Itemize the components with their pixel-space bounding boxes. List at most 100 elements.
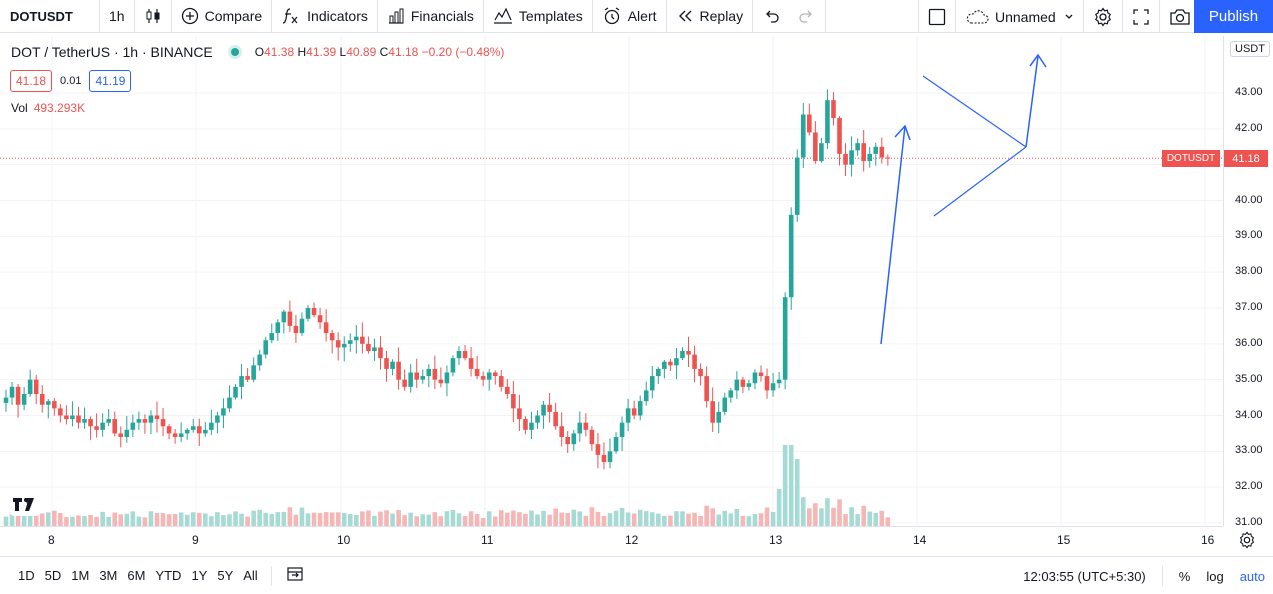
range-5d[interactable]: 5D [44,568,62,583]
volume-bar [770,511,776,526]
candle-body [788,214,794,298]
volume-bar [819,508,824,526]
percent-toggle[interactable]: % [1178,568,1191,584]
plus-circle-icon [181,7,198,25]
candle-body [378,347,383,359]
price-axis[interactable]: USDT 43.0042.0041.0040.0039.0038.0037.00… [1223,36,1273,528]
candle-body [758,372,764,377]
range-5y[interactable]: 5Y [217,568,234,583]
candle-body [311,308,317,316]
volume-bar [402,515,407,526]
candle-body [64,415,69,420]
volume-bar [462,516,468,526]
arrow-head [894,124,911,141]
layout-name-button[interactable]: Unnamed [956,0,1084,33]
legend-title[interactable]: DOT / TetherUS · 1h · BINANCE [11,44,213,60]
candle-body [867,153,873,162]
camera-icon [1170,8,1190,25]
settings-button[interactable] [1084,0,1123,33]
candle-body [27,379,33,394]
candle-body [136,419,142,423]
range-3m[interactable]: 3M [99,568,118,583]
candle-body [746,383,752,387]
volume-bar [662,515,667,526]
candle-body [239,376,244,387]
trend-arrow [880,125,906,345]
volume-bar [88,514,93,526]
indicators-button[interactable]: Indicators [272,0,378,33]
candle-body [39,394,45,405]
auto-toggle[interactable]: auto [1239,568,1265,584]
redo-button[interactable] [789,0,827,33]
sell-button[interactable]: 41.18 [10,70,53,92]
range-all[interactable]: All [243,568,258,583]
interval-button[interactable]: 1h [100,0,135,33]
volume-bar [565,512,571,526]
candle-body [52,401,57,409]
range-6m[interactable]: 6M [127,568,146,583]
volume-bar [311,512,317,526]
log-toggle[interactable]: log [1206,568,1224,584]
volume-bar [45,512,51,526]
candle-body [130,422,136,430]
candle-body [468,358,474,369]
replay-label: Replay [699,8,744,24]
volume-bar [625,512,631,526]
volume-bar [317,513,323,526]
fullscreen-button[interactable] [1123,0,1160,33]
financials-button[interactable]: Financials [378,0,484,33]
tradingview-logo[interactable] [10,492,40,516]
chart-type-button[interactable] [135,0,172,33]
candle-body [9,386,15,398]
layout-button[interactable] [918,0,956,33]
snapshot-button[interactable] [1160,0,1200,33]
candle-body [408,372,413,387]
compare-button[interactable]: Compare [172,0,273,33]
volume-bar [100,511,105,526]
goto-date-button[interactable] [280,566,310,585]
candle-body [414,372,420,380]
time-axis[interactable]: 8 9 10 11 12 13 14 15 16 [0,526,1223,554]
divider [1161,566,1163,586]
candle-body [710,401,715,423]
candle-body [317,315,323,323]
drawings[interactable] [880,53,1047,345]
candle-body [402,379,407,387]
volume-bar [136,516,142,526]
volume-legend[interactable]: Vol 493.293K [11,101,85,115]
volume-bar [517,512,522,526]
tradingview-logo-icon [13,498,34,511]
candle-body [76,415,81,423]
candle-body [825,100,830,144]
candle-body [275,322,281,334]
candle-body [782,297,788,380]
undo-button[interactable] [753,0,789,33]
volume-bar [782,445,788,526]
volume-bar [293,514,299,526]
candle-body [637,401,643,416]
candle-body [269,333,275,341]
price-tick: 35.00 [1235,372,1263,385]
price-chart[interactable] [0,36,1223,526]
range-ytd[interactable]: YTD [155,568,182,583]
currency-unit-button[interactable]: USDT [1230,41,1270,57]
gear-icon [1094,6,1111,27]
divider [270,565,272,586]
alert-button[interactable]: Alert [593,0,667,33]
clock-timezone[interactable]: 12:03:55 (UTC+5:30) [1023,568,1146,584]
volume-bar [203,513,208,526]
volume-bar [281,511,287,526]
chart-settings-button[interactable] [1238,531,1256,552]
range-1d[interactable]: 1D [18,568,35,583]
templates-button[interactable]: Templates [484,0,593,33]
symbol-search[interactable]: DOTUSDT [0,0,100,33]
replay-button[interactable]: Replay [667,0,754,33]
buy-button[interactable]: 41.19 [89,70,132,92]
candle-body [770,383,776,391]
range-1y[interactable]: 1Y [191,568,208,583]
range-1m[interactable]: 1M [71,568,90,583]
publish-button[interactable]: Publish [1194,0,1273,33]
candle-body [668,361,673,366]
volume-bar [251,510,256,526]
low-value: 40.89 [346,45,377,59]
